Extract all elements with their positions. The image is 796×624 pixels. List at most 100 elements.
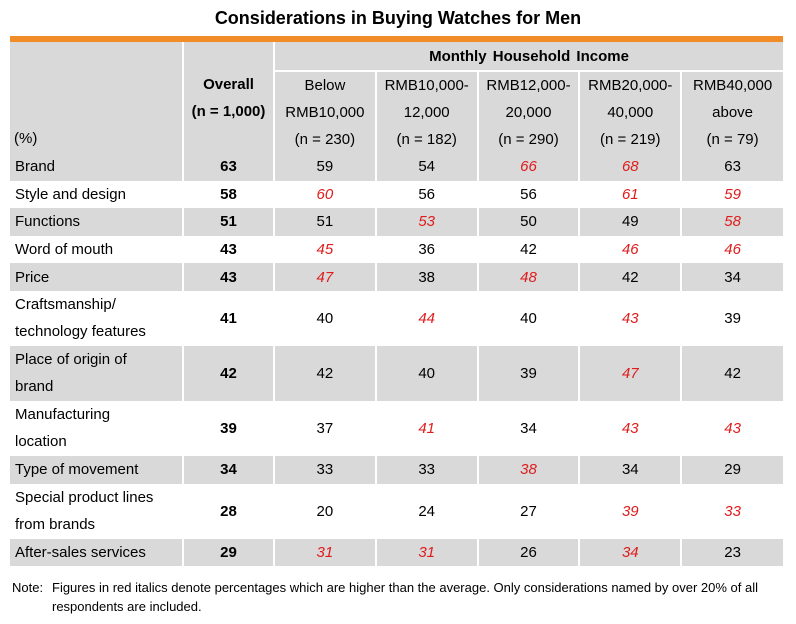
income-column-header-line: (n = 79) [706, 131, 759, 148]
income-column-header-line: (n = 182) [396, 131, 457, 148]
income-column-header-line: (n = 219) [600, 131, 661, 148]
row-label: Special product lines from brands [10, 484, 183, 539]
table-row: Special product lines from brands 28 20 24 27… [10, 483, 783, 539]
cell-value-highlighted: 38 [476, 455, 580, 484]
table-title: Considerations in Buying Watches for Men [214, 8, 582, 28]
overall-header-label: Overall [203, 75, 254, 93]
cell-value-highlighted: 53 [374, 208, 478, 236]
cell-value-highlighted: 43 [578, 400, 682, 456]
overall-value: 29 [182, 538, 274, 567]
income-column-header: Below RMB10,000 (n = 230) [274, 71, 377, 153]
cell-value: 34 [578, 455, 682, 484]
cell-value: 33 [374, 455, 478, 484]
row-label: Price [10, 263, 183, 291]
row-label-line: Special product lines [15, 489, 154, 507]
table-header: (%) Overall (n = 1,000) Monthly Househol… [10, 42, 783, 153]
footnote-label: Note: [12, 580, 44, 595]
row-label: After-sales services [10, 538, 183, 567]
cell-value-highlighted: 47 [273, 263, 376, 291]
cell-value-highlighted: 60 [273, 180, 376, 209]
row-label: Word of mouth [10, 236, 183, 264]
overall-value: 41 [182, 290, 274, 346]
cell-value: 54 [374, 153, 478, 181]
overall-value: 43 [182, 263, 274, 291]
income-column-header-line: 20,000 [505, 104, 552, 121]
cell-value: 59 [273, 153, 376, 181]
cell-value: 42 [476, 235, 580, 264]
income-column-header-line: RMB12,000- [486, 77, 571, 94]
cell-value: 27 [476, 483, 580, 539]
cell-value: 36 [374, 235, 478, 264]
cell-value-highlighted: 39 [578, 483, 682, 539]
row-label-line: Price [15, 268, 50, 286]
income-column-header-line: RMB10,000 [285, 104, 365, 121]
overall-value: 34 [182, 455, 274, 484]
income-column-header-line: above [712, 104, 754, 121]
row-label: Brand [10, 153, 183, 181]
cell-value: 56 [374, 180, 478, 209]
row-label: Place of origin of brand [10, 345, 183, 401]
row-label-line: Type of movement [15, 461, 139, 479]
overall-value: 51 [182, 208, 274, 236]
row-label: Type of movement [10, 455, 183, 484]
table-row: Place of origin of brand 42 42 40 39 47 42 [10, 345, 783, 401]
income-column-header: RMB20,000- 40,000 (n = 219) [579, 71, 683, 153]
unit-label: (%) [10, 42, 183, 153]
cell-value-highlighted: 31 [374, 538, 478, 567]
overall-value: 63 [182, 153, 274, 181]
overall-value: 58 [182, 180, 274, 209]
table-row: Craftsmanship/technology features 41 40 44 4… [10, 290, 783, 346]
row-label: Manufacturing location [10, 401, 183, 456]
income-column-header: RMB12,000- 20,000 (n = 290) [477, 71, 581, 153]
footnote-text: Figures in red italics denote percentage… [52, 580, 759, 614]
cell-value: 63 [680, 153, 783, 181]
cell-value: 56 [476, 180, 580, 209]
overall-header: Overall (n = 1,000) [182, 42, 275, 153]
income-column-header-line: 40,000 [607, 104, 654, 121]
cell-value: 39 [476, 345, 580, 401]
cell-value-highlighted: 48 [476, 263, 580, 291]
row-label: Style and design [10, 181, 183, 209]
cell-value-highlighted: 59 [680, 180, 783, 209]
table-row: Price 43 47 38 48 42 34 [10, 263, 783, 291]
income-column-header-line: (n = 230) [294, 131, 356, 148]
row-label-line: from brands [15, 516, 96, 534]
cell-value: 23 [680, 538, 783, 567]
row-label-line: After-sales services [15, 543, 146, 561]
overall-value: 28 [182, 483, 274, 539]
table-row: Style and design 58 60 56 56 61 59 [10, 180, 783, 209]
cell-value: 49 [578, 208, 682, 236]
cell-value-highlighted: 58 [680, 208, 783, 236]
cell-value-highlighted: 44 [374, 290, 478, 346]
row-label-line: Style and design [15, 185, 126, 203]
cell-value-highlighted: 61 [578, 180, 682, 209]
cell-value: 50 [476, 208, 580, 236]
cell-value-highlighted: 31 [273, 538, 376, 567]
cell-value: 33 [273, 455, 376, 484]
cell-value: 26 [476, 538, 580, 567]
cell-value-highlighted: 45 [273, 235, 376, 264]
row-label-line: Brand [15, 158, 56, 176]
income-column-header: RMB40,000 above (n = 79) [681, 71, 783, 153]
cell-value-highlighted: 47 [578, 345, 682, 401]
row-label-line: location [15, 433, 67, 451]
table-body: Brand 63 59 54 66 68 63 Style and design 58 60 56 5… [10, 153, 783, 567]
cell-value: 42 [273, 345, 376, 401]
income-group-header: Monthly Household Income [274, 42, 783, 72]
row-label-line: Manufacturing [15, 406, 111, 424]
cell-value: 37 [273, 400, 376, 456]
data-table: (%) Overall (n = 1,000) Monthly Househol… [10, 42, 783, 567]
cell-value-highlighted: 34 [578, 538, 682, 567]
cell-value-highlighted: 41 [374, 400, 478, 456]
table-row: Functions 51 51 53 50 49 58 [10, 208, 783, 236]
cell-value: 40 [476, 290, 580, 346]
cell-value: 29 [680, 455, 783, 484]
cell-value: 34 [476, 400, 580, 456]
table-row: Word of mouth 43 45 36 42 46 46 [10, 235, 783, 264]
row-label-line: Craftsmanship/ [15, 296, 116, 314]
overall-header-n: (n = 1,000) [191, 102, 266, 120]
cell-value-highlighted: 68 [578, 153, 682, 181]
table-row: Type of movement 34 33 33 38 34 29 [10, 455, 783, 484]
table-row: Brand 63 59 54 66 68 63 [10, 153, 783, 181]
row-label-line: Functions [15, 213, 81, 231]
